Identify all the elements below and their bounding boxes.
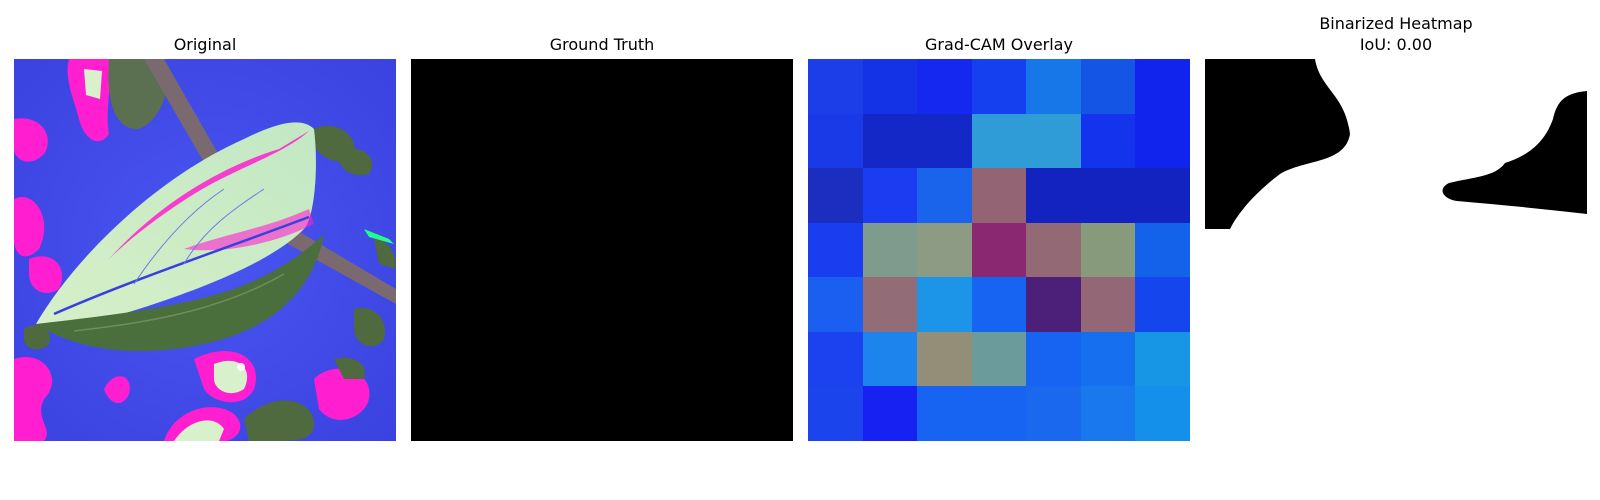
gradcam-cell (808, 59, 863, 114)
gradcam-panel-title: Grad-CAM Overlay (925, 35, 1073, 54)
gradcam-cell (862, 331, 918, 387)
gradcam-cell (1026, 113, 1081, 169)
gradcam-cell (1026, 386, 1081, 441)
binarized-region-left (1205, 59, 1350, 229)
gradcam-cell (1080, 59, 1136, 114)
gradcam-cell (1135, 113, 1190, 169)
gradcam-cell (1080, 113, 1136, 169)
gradcam-cell (1135, 168, 1190, 223)
gradcam-cell (862, 277, 918, 332)
gradcam-cell (917, 113, 972, 169)
ground-truth-mask (411, 59, 793, 441)
gradcam-cell (971, 331, 1027, 387)
gradcam-cell (808, 386, 863, 441)
gradcam-cell (917, 59, 972, 114)
gradcam-cell (1080, 277, 1136, 332)
gradcam-cell (1026, 168, 1081, 223)
gradcam-cell (808, 168, 863, 223)
binarized-heatmap (1205, 59, 1587, 441)
gradcam-cell (1080, 222, 1136, 278)
gradcam-cell (1026, 59, 1081, 114)
gradcam-cell (862, 386, 918, 441)
original-leaf-photo (14, 59, 396, 441)
gradcam-cell (1026, 222, 1081, 278)
binarized-mask-shapes (1205, 59, 1587, 229)
original-image (14, 59, 396, 441)
gradcam-cell (917, 331, 972, 387)
gradcam-cell (862, 168, 918, 223)
gradcam-cell (917, 168, 972, 223)
gradcam-heatmap-grid (808, 59, 1190, 441)
gradcam-cell (971, 59, 1027, 114)
gradcam-cell (971, 277, 1027, 332)
gradcam-cell (862, 222, 918, 278)
gradcam-cell (917, 277, 972, 332)
gradcam-cell (1135, 59, 1190, 114)
gradcam-cell (862, 113, 918, 169)
gradcam-cell (1135, 386, 1190, 441)
gradcam-cell (862, 59, 918, 114)
binarized-region-right (1442, 91, 1587, 214)
gradcam-cell (917, 386, 972, 441)
gradcam-cell (1135, 331, 1190, 387)
gradcam-cell (917, 222, 972, 278)
gradcam-cell (1135, 222, 1190, 278)
ground-truth-panel-title: Ground Truth (549, 35, 655, 54)
gradcam-cell (808, 277, 863, 332)
gradcam-cell (1080, 386, 1136, 441)
gradcam-cell (1135, 277, 1190, 332)
gradcam-cell (808, 113, 863, 169)
binarized-panel-title: Binarized Heatmap IoU: 0.00 (1319, 14, 1473, 54)
gradcam-cell (971, 113, 1027, 169)
gradcam-cell (808, 331, 863, 387)
gradcam-cell (1026, 331, 1081, 387)
gradcam-cell (971, 168, 1027, 223)
gradcam-cell (808, 222, 863, 278)
gradcam-cell (971, 386, 1027, 441)
gradcam-cell (971, 222, 1027, 278)
gradcam-overlay (808, 59, 1190, 441)
gradcam-cell (1026, 277, 1081, 332)
gradcam-cell (1080, 168, 1136, 223)
gradcam-cell (1080, 331, 1136, 387)
original-panel-title: Original (173, 35, 237, 54)
